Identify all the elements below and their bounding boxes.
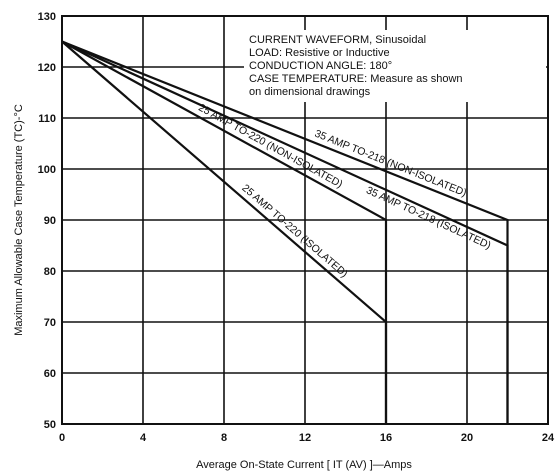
y-tick-label: 100 bbox=[38, 164, 56, 176]
x-tick-label: 16 bbox=[380, 432, 392, 444]
y-tick-label: 70 bbox=[44, 317, 56, 329]
x-tick-label: 20 bbox=[461, 432, 473, 444]
plot-frame bbox=[61, 15, 549, 425]
note-line-2: CONDUCTION ANGLE: 180° bbox=[249, 60, 392, 72]
series-group bbox=[61, 40, 509, 424]
x-tick-label: 4 bbox=[140, 432, 147, 444]
y-tick-label: 50 bbox=[44, 419, 56, 431]
chart-notes: CURRENT WAVEFORM, Sinusoidal LOAD: Resis… bbox=[244, 30, 546, 102]
x-axis-title: Average On-State Current [ IT (AV) ]—Amp… bbox=[196, 459, 412, 471]
x-tick-label: 8 bbox=[221, 432, 227, 444]
y-axis-title: Maximum Allowable Case Temperature (TC)-… bbox=[13, 104, 25, 336]
y-tick-label: 110 bbox=[38, 113, 56, 125]
note-line-1: LOAD: Resistive or Inductive bbox=[249, 47, 390, 59]
y-tick-label: 60 bbox=[44, 368, 56, 380]
y-tick-label: 90 bbox=[44, 215, 56, 227]
x-tick-label: 0 bbox=[59, 432, 65, 444]
y-tick-label: 130 bbox=[38, 11, 56, 23]
x-tick-label: 12 bbox=[299, 432, 311, 444]
series-labels: 35 AMP TO-218 (NON-ISOLATED)35 AMP TO-21… bbox=[196, 102, 492, 280]
notes-background bbox=[244, 30, 546, 102]
y-tick-label: 120 bbox=[38, 62, 56, 74]
series-line bbox=[61, 40, 509, 424]
x-tick-label: 24 bbox=[542, 432, 555, 444]
y-tick-label: 80 bbox=[44, 266, 56, 278]
tick-labels: 0 4 8 12 16 20 24 50 60 70 80 90 100 110 120 130 bbox=[38, 11, 555, 444]
note-line-0: CURRENT WAVEFORM, Sinusoidal bbox=[249, 34, 426, 46]
series-label: 25 AMP TO-220 (ISOLATED) bbox=[239, 182, 350, 280]
note-line-4: on dimensional drawings bbox=[249, 86, 371, 98]
series-line bbox=[61, 40, 388, 424]
note-line-3: CASE TEMPERATURE: Measure as shown bbox=[249, 73, 463, 85]
